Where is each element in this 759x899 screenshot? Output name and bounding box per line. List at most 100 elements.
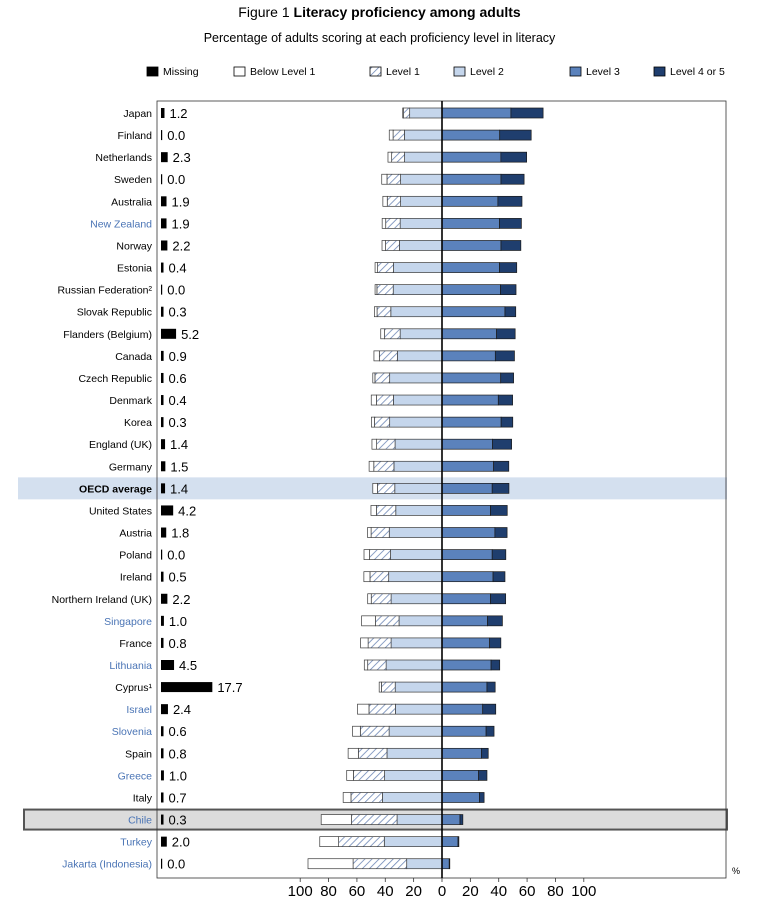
row-label-korea: Korea bbox=[124, 417, 152, 429]
bar-level3-new-zealand bbox=[441, 218, 500, 229]
bar-level1-poland bbox=[369, 549, 391, 560]
legend-swatch-level1 bbox=[369, 66, 382, 77]
bar-level45-israel bbox=[482, 703, 497, 715]
row-label-slovak-republic: Slovak Republic bbox=[77, 307, 152, 319]
row-label-russian-federation: Russian Federation² bbox=[57, 285, 152, 297]
bar-level45-lithuania bbox=[490, 659, 501, 671]
missing-bar-israel bbox=[161, 704, 168, 715]
missing-bar-oecd-average bbox=[161, 483, 166, 494]
bar-level45-russian-federation bbox=[500, 284, 517, 295]
missing-bar-chile bbox=[161, 814, 164, 825]
bar-level3-cyprus bbox=[441, 681, 488, 693]
missing-bar-russian-federation bbox=[161, 284, 163, 295]
missing-bar-germany bbox=[161, 461, 166, 472]
bar-level2-poland bbox=[390, 549, 443, 560]
missing-value-finland: 0.0 bbox=[167, 128, 185, 143]
missing-value-germany: 1.5 bbox=[170, 459, 188, 474]
bar-level1-russian-federation bbox=[376, 284, 394, 295]
bar-below1-australia bbox=[382, 195, 388, 207]
bar-below1-korea bbox=[371, 416, 375, 428]
missing-bar-australia bbox=[161, 196, 167, 207]
row-label-united-states: United States bbox=[89, 505, 152, 517]
bar-level2-australia bbox=[400, 195, 443, 207]
bar-level3-sweden bbox=[441, 173, 502, 185]
missing-bar-lithuania bbox=[161, 660, 175, 670]
bar-level1-spain bbox=[357, 747, 388, 759]
missing-bar-greece bbox=[161, 770, 164, 781]
figure-label: Figure 1 bbox=[238, 4, 290, 20]
bar-level45-new-zealand bbox=[499, 218, 522, 229]
bar-level45-czech-republic bbox=[500, 372, 514, 384]
bar-below1-england-uk bbox=[371, 438, 377, 450]
bar-level2-canada bbox=[396, 350, 443, 362]
row-label-slovenia: Slovenia bbox=[112, 726, 152, 738]
bar-level2-singapore bbox=[398, 615, 443, 627]
bar-below1-oecd-average bbox=[372, 483, 378, 494]
bar-level3-slovak-republic bbox=[441, 306, 506, 318]
bar-level45-france bbox=[489, 637, 502, 649]
bar-level45-slovenia bbox=[485, 725, 495, 737]
bar-level3-singapore bbox=[441, 615, 488, 627]
bar-level3-norway bbox=[441, 240, 502, 251]
missing-value-sweden: 0.0 bbox=[167, 172, 185, 187]
row-label-turkey: Turkey bbox=[120, 837, 152, 849]
bar-below1-flanders-belgium bbox=[380, 328, 385, 340]
missing-bar-united-states bbox=[161, 505, 174, 516]
row-label-italy: Italy bbox=[133, 792, 153, 804]
bar-level3-jakarta-indonesia bbox=[441, 858, 450, 870]
bar-level45-australia bbox=[497, 195, 523, 207]
bar-level45-northern-ireland-uk bbox=[490, 593, 507, 605]
bar-level1-denmark bbox=[376, 394, 394, 406]
bar-level1-northern-ireland-uk bbox=[370, 593, 392, 605]
row-label-new-zealand: New Zealand bbox=[90, 218, 152, 230]
bar-level1-australia bbox=[386, 195, 401, 207]
bar-below1-sweden bbox=[381, 173, 388, 185]
bar-level3-austria bbox=[441, 527, 496, 538]
legend-label-level3: Level 3 bbox=[586, 66, 620, 78]
missing-value-italy: 0.7 bbox=[169, 790, 187, 805]
bar-level2-greece bbox=[384, 770, 443, 781]
row-label-ireland: Ireland bbox=[120, 572, 152, 584]
bar-level45-oecd-average bbox=[491, 483, 510, 494]
bar-level45-flanders-belgium bbox=[496, 328, 516, 340]
row-label-spain: Spain bbox=[125, 748, 152, 760]
bar-level3-denmark bbox=[441, 394, 499, 406]
bar-level2-slovak-republic bbox=[390, 306, 443, 318]
bar-below1-poland bbox=[363, 549, 370, 560]
bar-level3-israel bbox=[441, 703, 484, 715]
bar-level1-france bbox=[367, 637, 392, 649]
bar-below1-italy bbox=[342, 792, 352, 803]
bar-level2-chile bbox=[396, 814, 443, 825]
x-tick-label: 0 bbox=[438, 883, 446, 899]
x-tick-label: 80 bbox=[547, 883, 564, 899]
bar-level45-sweden bbox=[500, 173, 525, 185]
bar-below1-cyprus bbox=[378, 681, 382, 693]
bar-level45-norway bbox=[500, 240, 522, 251]
legend-label-level45: Level 4 or 5 bbox=[670, 66, 725, 78]
legend-swatch-level2 bbox=[453, 66, 466, 77]
missing-bar-japan bbox=[161, 108, 165, 118]
bar-level45-singapore bbox=[487, 615, 503, 627]
bar-level45-japan bbox=[510, 107, 544, 119]
bar-level45-denmark bbox=[497, 394, 513, 406]
missing-value-czech-republic: 0.6 bbox=[169, 371, 187, 386]
bar-level45-germany bbox=[493, 460, 510, 472]
bar-below1-new-zealand bbox=[381, 218, 387, 229]
bar-level45-austria bbox=[494, 527, 508, 538]
bar-level2-netherlands bbox=[404, 151, 443, 163]
bar-level3-italy bbox=[441, 792, 480, 803]
row-label-germany: Germany bbox=[109, 461, 153, 473]
bar-level1-italy bbox=[350, 792, 383, 803]
bar-level2-ireland bbox=[388, 571, 443, 583]
bar-level3-canada bbox=[441, 350, 496, 362]
bar-below1-turkey bbox=[319, 836, 339, 847]
x-tick-label: 40 bbox=[377, 883, 394, 899]
bar-level3-turkey bbox=[441, 836, 459, 847]
missing-value-flanders-belgium: 5.2 bbox=[181, 327, 199, 342]
x-unit-label: % bbox=[732, 866, 740, 876]
bar-level3-finland bbox=[441, 129, 501, 141]
bar-below1-japan bbox=[402, 107, 404, 119]
bar-level45-korea bbox=[500, 416, 514, 428]
bar-below1-northern-ireland-uk bbox=[367, 593, 372, 605]
